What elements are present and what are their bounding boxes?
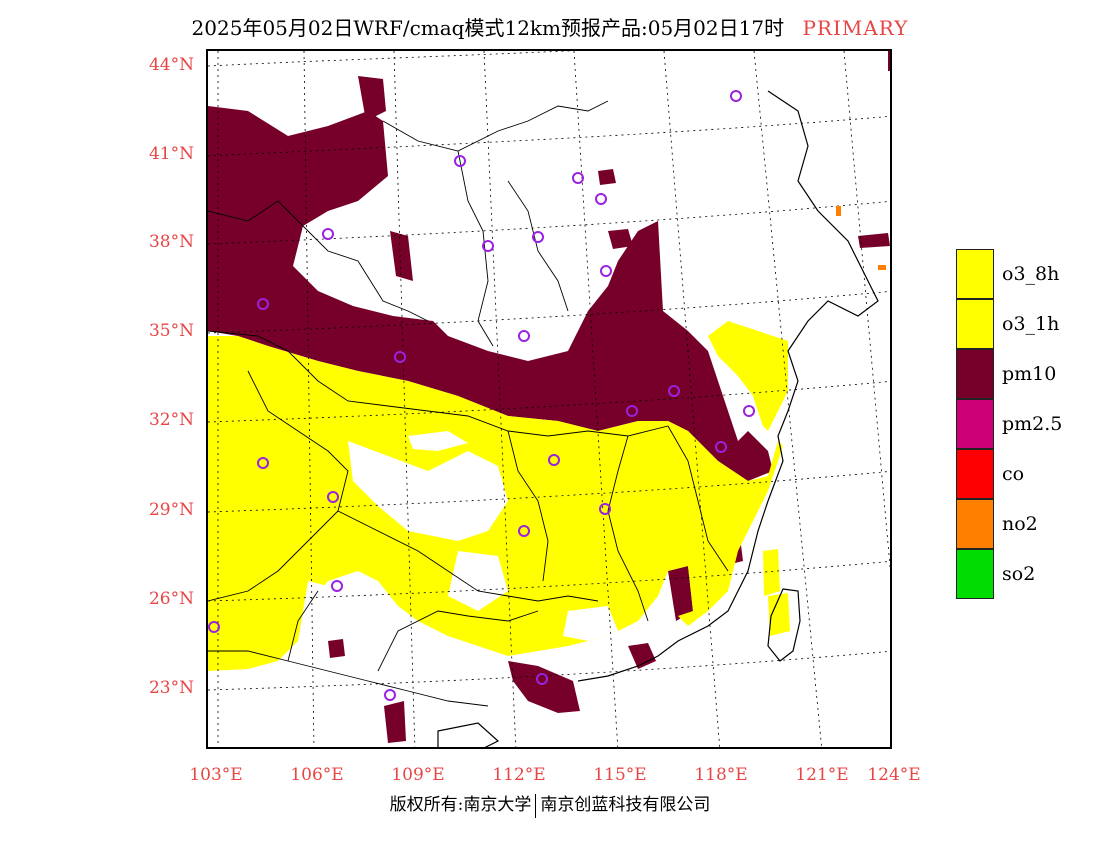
lon-label-124: 124°E	[867, 765, 921, 785]
copyright-footer: 版权所有:南京大学 南京创蓝科技有限公司	[0, 790, 1100, 818]
lat-label-38: 38°N	[148, 232, 194, 252]
forecast-map	[206, 49, 892, 749]
legend-label: pm2.5	[1002, 413, 1063, 435]
legend-swatch	[956, 499, 994, 549]
legend-label: co	[1002, 463, 1025, 485]
legend-label: pm10	[1002, 363, 1057, 385]
no2-area	[836, 206, 886, 270]
lat-label-44: 44°N	[148, 55, 194, 75]
legend-label: o3_1h	[1002, 313, 1060, 335]
lat-label-26: 26°N	[148, 589, 194, 609]
legend-item-o3-1h: o3_1h	[956, 299, 1096, 349]
legend-swatch	[956, 349, 994, 399]
lon-label-118: 118°E	[694, 765, 748, 785]
lat-label-32: 32°N	[148, 410, 194, 430]
lat-label-23: 23°N	[148, 678, 194, 698]
lon-label-115: 115°E	[593, 765, 647, 785]
legend-label: o3_8h	[1002, 263, 1060, 285]
coastline	[577, 90, 879, 682]
legend-item-no2: no2	[956, 499, 1096, 549]
legend-item-o3-8h: o3_8h	[956, 249, 1096, 299]
station-markers	[208, 90, 755, 701]
legend-swatch	[956, 249, 994, 299]
legend-item-co: co	[956, 449, 1096, 499]
title-main: 2025年05月02日WRF/cmaq模式12km预报产品:05月02日17时	[191, 16, 785, 40]
copyright-left: 版权所有:南京大学	[389, 795, 532, 815]
legend-item-so2: so2	[956, 549, 1096, 599]
lat-label-41: 41°N	[148, 144, 194, 164]
copyright-right: 南京创蓝科技有限公司	[540, 795, 711, 815]
hainan-outline	[437, 722, 500, 747]
footer-separator	[535, 793, 537, 818]
taiwan-outline	[767, 588, 801, 662]
title-tag: PRIMARY	[802, 16, 909, 40]
province-boundaries	[208, 100, 729, 707]
lat-label-35: 35°N	[148, 321, 194, 341]
legend-label: no2	[1002, 513, 1038, 535]
lon-label-109: 109°E	[391, 765, 445, 785]
graticule	[208, 51, 890, 747]
map-title: 2025年05月02日WRF/cmaq模式12km预报产品:05月02日17时 …	[0, 12, 1100, 41]
legend-swatch	[956, 399, 994, 449]
lon-label-112: 112°E	[492, 765, 546, 785]
legend-swatch	[956, 549, 994, 599]
lat-label-29: 29°N	[148, 500, 194, 520]
map-canvas	[208, 51, 890, 747]
lon-label-121: 121°E	[795, 765, 849, 785]
lon-label-103: 103°E	[189, 765, 243, 785]
legend-swatch	[956, 299, 994, 349]
legend-label: so2	[1002, 563, 1036, 585]
legend-item-pm10: pm10	[956, 349, 1096, 399]
legend-swatch	[956, 449, 994, 499]
legend-item-pm25: pm2.5	[956, 399, 1096, 449]
lon-label-106: 106°E	[290, 765, 344, 785]
